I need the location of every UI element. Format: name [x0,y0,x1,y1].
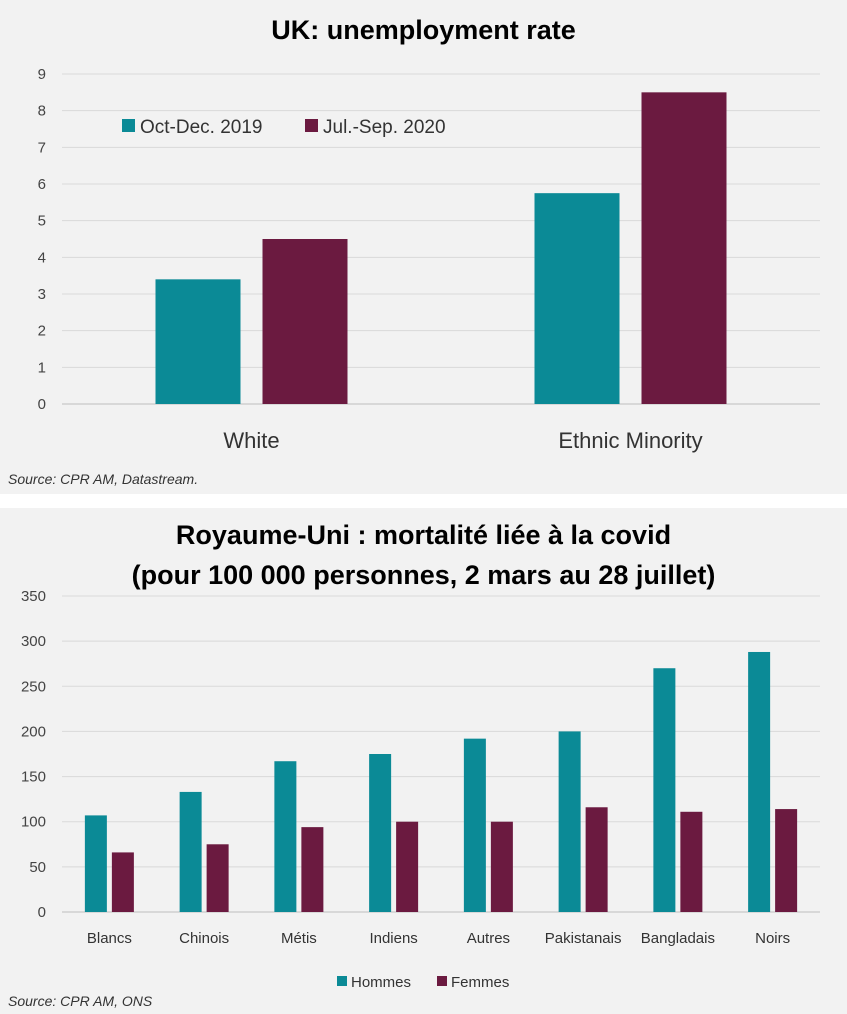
bar [463,738,486,912]
y-tick-label: 2 [38,323,46,340]
x-category-label: Blancs [87,930,132,947]
bar [585,807,608,912]
legend-swatch-oct-dec-2019 [122,119,135,132]
bar [155,279,241,404]
x-category-label: Autres [467,930,510,947]
y-tick-label: 0 [38,904,46,921]
y-tick-label: 200 [21,723,46,740]
bar [396,821,419,912]
legend-label-femmes: Femmes [451,974,509,991]
bar [206,844,229,912]
legend-label-jul-sep-2020: Jul.-Sep. 2020 [323,117,446,138]
x-category-label: Bangladais [641,930,715,947]
bar [680,811,703,912]
y-tick-label: 350 [21,588,46,605]
bar [653,668,676,912]
chart-title-unemployment: UK: unemployment rate [271,15,576,45]
y-tick-label: 250 [21,678,46,695]
bar [641,92,727,404]
legend-swatch-hommes [337,976,347,986]
bar [262,239,348,404]
bar [558,731,581,912]
bar [84,815,107,912]
y-tick-label: 100 [21,814,46,831]
legend-label-hommes: Hommes [351,974,411,991]
x-category-label: White [223,428,279,453]
x-category-label: Métis [281,930,317,947]
legend-label-oct-dec-2019: Oct-Dec. 2019 [140,117,263,138]
y-tick-label: 8 [38,103,46,120]
y-tick-label: 3 [38,286,46,303]
y-tick-label: 300 [21,633,46,650]
x-category-label: Indiens [369,930,417,947]
bar [490,821,513,912]
source-note-mortality: Source: CPR AM, ONS [8,993,153,1009]
x-category-label: Chinois [179,930,229,947]
source-note-unemployment: Source: CPR AM, Datastream. [8,471,199,487]
chart-title-mortality: Royaume-Uni : mortalité liée à la covid [175,520,672,550]
y-tick-label: 0 [38,396,46,413]
legend-swatch-femmes [437,976,447,986]
bar [111,852,134,912]
y-tick-label: 6 [38,176,46,193]
bar [748,651,771,912]
y-tick-label: 1 [38,359,46,376]
bar [534,193,620,404]
chart-panel-mortality [0,508,847,1014]
bar [301,827,324,912]
x-category-label: Ethnic Minority [558,428,702,453]
y-tick-label: 9 [38,66,46,83]
legend-swatch-jul-sep-2020 [305,119,318,132]
y-tick-label: 7 [38,139,46,156]
bar [775,809,798,912]
y-tick-label: 4 [38,249,46,266]
bar [274,761,297,912]
y-tick-label: 50 [29,859,46,876]
x-category-label: Pakistanais [545,930,622,947]
y-tick-label: 5 [38,213,46,230]
chart-subtitle-mortality: (pour 100 000 personnes, 2 mars au 28 ju… [131,560,716,590]
bar [369,754,392,912]
x-category-label: Noirs [755,930,790,947]
bar [179,791,202,912]
y-tick-label: 150 [21,769,46,786]
